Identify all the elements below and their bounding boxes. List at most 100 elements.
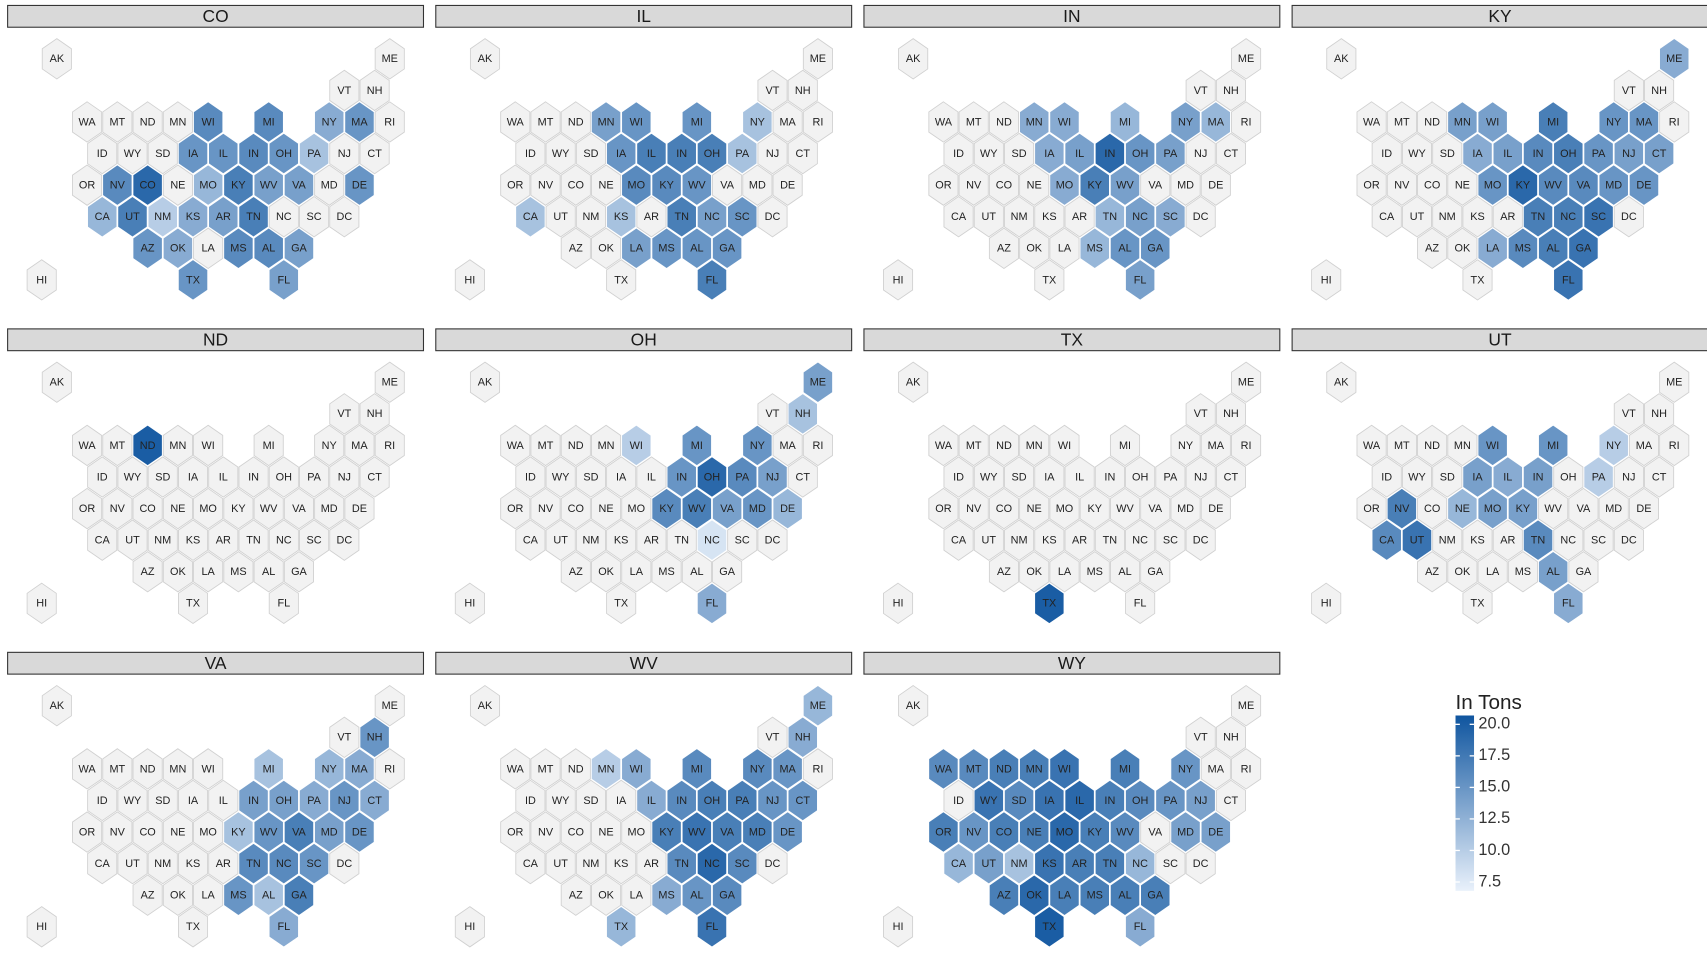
state-label: ME — [810, 53, 826, 65]
state-label: NC — [704, 858, 720, 870]
state-label: TN — [1103, 211, 1117, 223]
hex-empty — [1356, 487, 1387, 530]
state-label: VA — [1148, 503, 1162, 515]
hex-empty — [1356, 424, 1387, 467]
state-label: OK — [1026, 243, 1042, 255]
hex — [1507, 227, 1538, 269]
hex-empty — [560, 748, 591, 790]
state-label: FL — [1134, 921, 1147, 933]
state-label: OK — [1026, 890, 1042, 902]
state-label: FL — [1562, 274, 1575, 286]
state-label: ID — [1381, 148, 1392, 160]
hex — [666, 843, 697, 885]
state-label: NY — [322, 116, 338, 128]
hex — [299, 133, 329, 175]
hex — [314, 748, 345, 790]
hex — [1538, 551, 1569, 593]
hex-empty — [1200, 487, 1231, 530]
state-label: OK — [1455, 243, 1471, 255]
state-label: IL — [1075, 471, 1084, 483]
hex-empty — [1417, 227, 1448, 269]
state-label: AR — [1072, 535, 1087, 547]
hex-empty — [1417, 164, 1448, 206]
hex-empty — [1371, 196, 1402, 238]
hex — [1598, 101, 1629, 143]
state-label: HI — [893, 598, 904, 610]
hex-empty — [1140, 164, 1171, 206]
state-label: SD — [155, 795, 170, 807]
state-label: MI — [691, 116, 703, 128]
hex — [1371, 519, 1402, 561]
hex-empty — [1613, 69, 1644, 112]
hex — [606, 906, 637, 948]
state-label: WI — [630, 116, 643, 128]
state-label: ND — [568, 440, 584, 452]
state-label: MS — [230, 243, 246, 255]
hex-empty — [1568, 487, 1599, 530]
state-label: MO — [628, 826, 646, 838]
hex — [178, 259, 208, 301]
state-label: MD — [1605, 180, 1622, 192]
state-label: KY — [659, 180, 674, 192]
hex-empty — [1613, 456, 1644, 498]
state-label: CO — [1424, 503, 1440, 515]
hex — [681, 424, 712, 466]
hex-empty — [283, 551, 314, 593]
hex-empty — [177, 456, 209, 498]
state-label: ME — [1238, 700, 1254, 712]
state-label: PA — [1592, 148, 1606, 160]
hex — [757, 779, 788, 821]
hex-empty — [147, 842, 178, 885]
state-label: NE — [170, 503, 185, 515]
hex-empty — [132, 811, 163, 853]
hex — [1386, 488, 1417, 530]
state-label: NM — [1439, 211, 1456, 223]
hex-empty — [374, 101, 405, 143]
hex-empty — [162, 748, 193, 790]
hex — [1049, 164, 1080, 206]
hex-empty — [591, 227, 622, 269]
hex-empty — [1140, 811, 1171, 853]
state-label: GA — [291, 890, 307, 902]
hex-empty — [1613, 196, 1644, 238]
hex-empty — [177, 842, 209, 885]
state-label: ME — [382, 377, 398, 389]
hex-empty — [268, 582, 299, 625]
hex-empty — [681, 551, 712, 593]
hex-empty — [41, 38, 72, 80]
state-label: WA — [79, 116, 97, 128]
hex-empty — [636, 456, 667, 498]
state-label: FL — [277, 598, 290, 610]
state-label: CO — [996, 180, 1012, 192]
state-label: NE — [170, 180, 185, 192]
hex-empty — [132, 487, 163, 530]
state-label: AL — [690, 890, 703, 902]
hex — [1598, 164, 1629, 206]
state-label: MD — [1177, 180, 1194, 192]
hex-empty — [575, 519, 606, 561]
hex-empty — [1185, 519, 1216, 561]
state-label: GA — [1576, 243, 1592, 255]
state-label: ND — [996, 116, 1012, 128]
state-label: NM — [154, 535, 171, 547]
state-label: PA — [735, 795, 749, 807]
state-label: HI — [1321, 598, 1332, 610]
state-label: PA — [1164, 148, 1178, 160]
hex-empty — [757, 69, 788, 112]
state-label: LA — [201, 566, 215, 578]
hex-empty — [988, 101, 1019, 143]
state-label: MA — [351, 440, 368, 452]
state-label: OH — [1132, 795, 1148, 807]
hex-empty — [87, 779, 118, 822]
state-label: NV — [966, 503, 982, 515]
hex-empty — [223, 551, 254, 593]
state-label: AZ — [569, 243, 583, 255]
hex — [1185, 779, 1216, 821]
hex-empty — [1125, 456, 1156, 498]
hex-empty — [500, 424, 531, 467]
hex-empty — [314, 164, 345, 206]
state-label: MN — [169, 440, 186, 452]
hex — [284, 164, 314, 206]
state-label: SD — [583, 471, 598, 483]
hex-empty — [988, 227, 1019, 269]
